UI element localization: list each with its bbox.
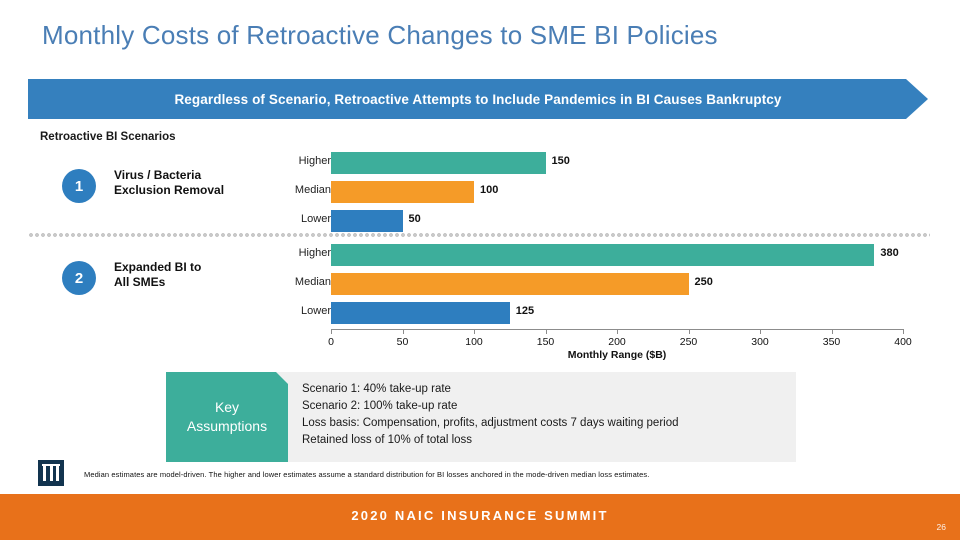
bar-value-label: 50 — [408, 213, 421, 225]
page-number: 26 — [936, 522, 946, 532]
bar-value-label: 250 — [694, 276, 713, 288]
x-axis-title: Monthly Range ($B) — [567, 349, 667, 361]
bar-value-label: 150 — [551, 155, 570, 167]
bar-row: Lower 50 — [0, 209, 960, 235]
bar-median — [331, 273, 689, 295]
scenario-name-2-line1: Expanded BI to — [114, 260, 202, 274]
x-axis-tick-label: 400 — [894, 336, 912, 348]
x-axis-tick — [688, 329, 690, 334]
scenario-name-1: Virus / Bacteria Exclusion Removal — [114, 168, 284, 198]
bar-higher — [331, 152, 546, 174]
bar-higher — [331, 244, 875, 266]
scenario-badge-1: 1 — [62, 169, 96, 203]
scenario-name-2-line2: All SMEs — [114, 275, 166, 289]
scenario-group-2: 2 Expanded BI to All SMEs Higher 380 Med… — [0, 237, 960, 329]
bar-value-label: 380 — [880, 247, 899, 259]
scenario-name-1-line2: Exclusion Removal — [114, 183, 225, 197]
x-axis-tick — [831, 329, 833, 334]
chart-group-axis-label: Retroactive BI Scenarios — [40, 131, 176, 143]
bar-row-label: Higher — [298, 155, 331, 167]
key-assumption-item: Loss basis: Compensation, profits, adjus… — [302, 417, 679, 429]
scenario-name-1-line1: Virus / Bacteria — [114, 168, 202, 182]
bar-row: Median 250 — [0, 272, 960, 298]
x-axis-tick — [474, 329, 475, 334]
x-axis-tick — [402, 329, 404, 334]
x-axis-tick — [545, 329, 547, 334]
bar-row-label: Lower — [301, 305, 331, 317]
bar-row: Lower 125 — [0, 301, 960, 327]
x-axis-tick — [617, 329, 618, 334]
naic-pillars-logo-icon — [38, 460, 64, 486]
bar-value-label: 125 — [515, 305, 535, 317]
x-axis-tick-label: 100 — [465, 336, 483, 348]
bar-row-label: Median — [294, 276, 331, 288]
key-assumptions-panel: Key Assumptions Scenario 1: 40% take-up … — [166, 372, 796, 462]
page-title: Monthly Costs of Retroactive Changes to … — [42, 20, 718, 50]
bar-value-label: 100 — [480, 184, 499, 196]
bar-row: Higher 380 — [0, 243, 960, 269]
bar-row-label: Higher — [298, 247, 331, 259]
key-assumptions-tab-line1: Key — [214, 399, 240, 415]
bar-row: Median 100 — [0, 180, 960, 206]
scenario-name-2: Expanded BI to All SMEs — [114, 260, 284, 290]
x-axis-tick-label: 250 — [679, 336, 698, 348]
x-axis-tick-label: 0 — [328, 336, 334, 348]
footer-bar: 2020 NAIC INSURANCE SUMMIT 26 — [0, 494, 960, 540]
key-assumption-item: Retained loss of 10% of total loss — [302, 434, 473, 446]
key-assumptions-tab-line2: Assumptions — [186, 418, 268, 434]
x-axis-tick-label: 200 — [608, 336, 626, 348]
headline-banner: Regardless of Scenario, Retroactive Atte… — [28, 79, 928, 119]
x-axis-tick-label: 300 — [751, 336, 769, 348]
bar-chart: 1 Virus / Bacteria Exclusion Removal Hig… — [0, 140, 960, 350]
scenario-group-1: 1 Virus / Bacteria Exclusion Removal Hig… — [0, 145, 960, 237]
bar-row-label: Median — [294, 184, 331, 196]
logo-pillars — [43, 465, 59, 481]
bar-row-label: Lower — [301, 213, 331, 225]
bar-lower — [331, 302, 510, 324]
x-axis-tick-label: 50 — [396, 336, 409, 348]
x-axis-tick — [760, 329, 761, 334]
footer-title: 2020 NAIC INSURANCE SUMMIT — [351, 508, 609, 523]
scenario-badge-2: 2 — [62, 261, 96, 295]
group-divider — [28, 233, 930, 237]
x-axis-tick-label: 350 — [822, 336, 841, 348]
bar-lower — [331, 210, 403, 232]
key-assumption-item: Scenario 2: 100% take-up rate — [302, 400, 458, 412]
key-assumption-item: Scenario 1: 40% take-up rate — [302, 383, 451, 395]
x-axis-tick — [903, 329, 904, 334]
x-axis-tick — [331, 329, 332, 334]
key-assumptions-tab: Key Assumptions — [166, 372, 288, 462]
footnote-text: Median estimates are model-driven. The h… — [84, 470, 650, 479]
bar-median — [331, 181, 474, 203]
headline-banner-text: Regardless of Scenario, Retroactive Atte… — [174, 91, 782, 107]
bar-row: Higher 150 — [0, 151, 960, 177]
x-axis-tick-label: 150 — [536, 336, 555, 348]
key-assumptions-list: Scenario 1: 40% take-up rate Scenario 2:… — [302, 381, 788, 449]
